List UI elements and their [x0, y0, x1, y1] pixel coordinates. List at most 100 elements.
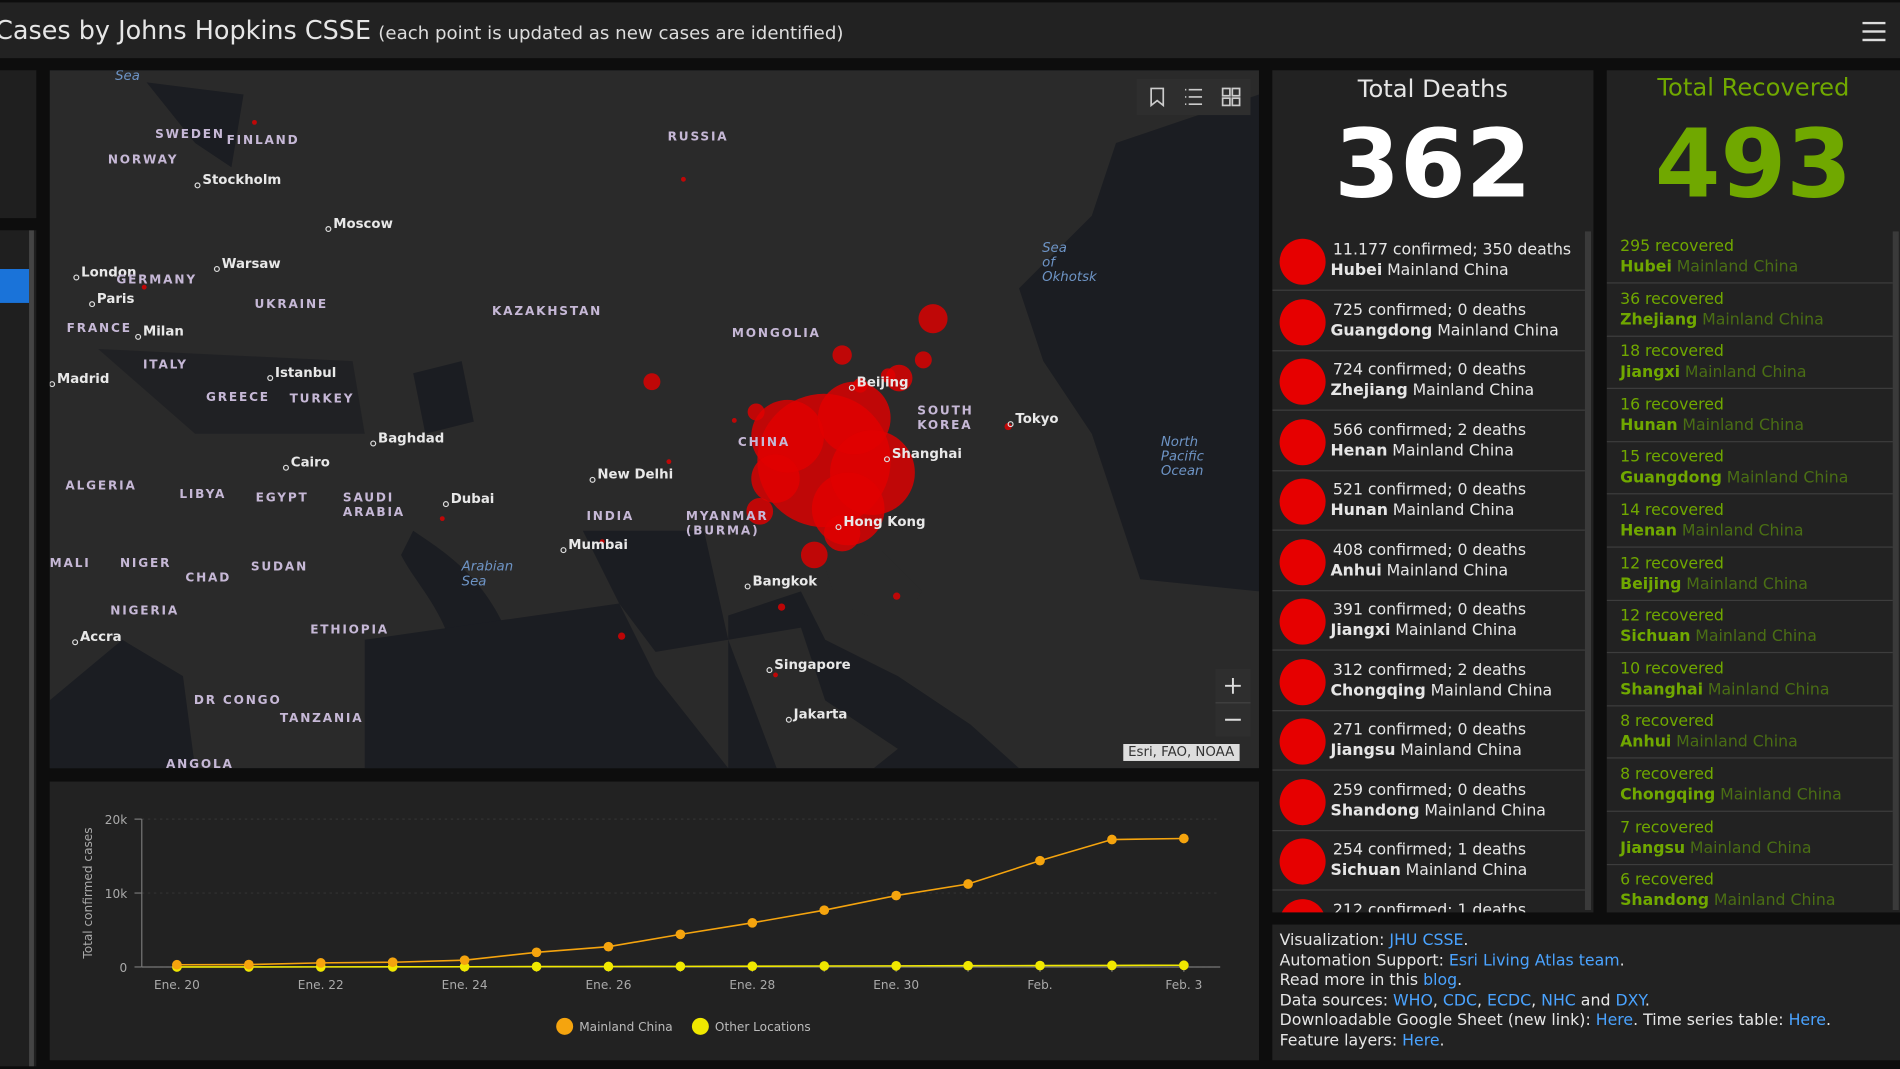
death-count: 350: [1482, 241, 1512, 259]
location: ShanghaiMainland China: [1620, 681, 1829, 699]
region: Mainland China: [1727, 469, 1849, 487]
death-item: 521confirmed;0deathsHunanMainland China: [1272, 471, 1585, 530]
death-item: 212confirmed;1deaths: [1272, 891, 1585, 912]
data-point: [532, 962, 542, 972]
death-counts: 254confirmed;1deaths: [1333, 841, 1526, 859]
map-label: Tokyo: [1015, 412, 1058, 427]
province: Guangdong: [1620, 469, 1722, 487]
region: Mainland China: [1677, 258, 1799, 276]
info-line: Visualization: JHU CSSE.: [1280, 932, 1886, 952]
death-counts: 312confirmed;2deaths: [1333, 661, 1526, 679]
map-label: NIGERIA: [110, 603, 179, 617]
data-point: [747, 961, 757, 971]
confirmed-word: confirmed;: [1368, 721, 1453, 739]
data-point: [963, 879, 973, 889]
zoom-controls[interactable]: [1215, 669, 1250, 737]
scrollbar: [29, 230, 34, 1066]
deaths-word: deaths: [1472, 541, 1526, 559]
info-line: Data sources: WHO, CDC, ECDC, NHC and DX…: [1280, 992, 1886, 1012]
location: HubeiMainland China: [1620, 258, 1798, 276]
recovered-count: 15: [1620, 449, 1640, 467]
data-point: [316, 958, 326, 968]
deaths-panel: Total Deaths 362 11.177confirmed;350deat…: [1272, 70, 1593, 912]
death-counts: 566confirmed;2deaths: [1333, 421, 1526, 439]
link[interactable]: JHU CSSE: [1389, 932, 1463, 950]
recovered-count-row: 12recovered: [1620, 607, 1724, 625]
case-marker: [732, 418, 737, 423]
map-label: SeaofOkhotsk: [1042, 241, 1098, 285]
map-label: Baghdad: [378, 431, 444, 446]
map-label: Accra: [80, 630, 122, 645]
confirmed-word: confirmed;: [1368, 601, 1453, 619]
menu-icon[interactable]: [1862, 22, 1886, 44]
map-label: New Delhi: [597, 468, 673, 483]
map-label: ETHIOPIA: [310, 623, 389, 637]
map-label: Sea: [115, 70, 140, 84]
toolbar-icons[interactable]: [1137, 79, 1251, 115]
death-count: 2: [1457, 421, 1467, 439]
link[interactable]: NHC: [1541, 992, 1576, 1010]
recovered-item: 36recoveredZhejiangMainland China: [1607, 284, 1893, 336]
link[interactable]: ECDC: [1487, 992, 1531, 1010]
province: Shanghai: [1620, 681, 1703, 699]
map[interactable]: SeaSWEDENFINLANDNORWAYStockholmRUSSIAMos…: [50, 70, 1259, 768]
location: HenanMainland China: [1620, 522, 1803, 540]
link[interactable]: DXY: [1615, 992, 1644, 1010]
case-marker: [751, 454, 799, 502]
location: GuangdongMainland China: [1330, 322, 1558, 340]
province: Henan: [1330, 442, 1387, 460]
deaths-word: deaths: [1472, 421, 1526, 439]
link[interactable]: Here: [1596, 1012, 1633, 1030]
province: Jiangsu: [1620, 839, 1685, 857]
link[interactable]: Here: [1789, 1012, 1826, 1030]
deaths-word: deaths: [1472, 901, 1526, 913]
region: Mainland China: [1676, 734, 1798, 752]
recovered-count-row: 6recovered: [1620, 871, 1714, 889]
case-marker: [801, 542, 828, 569]
province: Zhejiang: [1620, 311, 1697, 329]
info-text: .: [1463, 932, 1468, 950]
case-marker: [778, 603, 785, 610]
header-title-row: Cases by Johns Hopkins CSSE(each point i…: [0, 16, 843, 45]
info-text: Visualization: JHU CSSE.Automation Suppo…: [1280, 932, 1886, 1052]
location: JiangsuMainland China: [1330, 742, 1521, 760]
data-point: [1179, 960, 1189, 970]
confirmed-count: 271: [1333, 721, 1363, 739]
region: Mainland China: [1437, 322, 1559, 340]
y-tick-label: 10k: [105, 887, 127, 901]
map-label: Hong Kong: [843, 515, 925, 530]
recovered-count-row: 12recovered: [1620, 554, 1724, 572]
x-tick-label: Ene. 28: [729, 978, 775, 992]
link[interactable]: Here: [1402, 1032, 1439, 1050]
death-item: 312confirmed;2deathsChongqingMainland Ch…: [1272, 651, 1585, 710]
info-text: .: [1620, 952, 1625, 970]
recovered-count-row: 8recovered: [1620, 766, 1714, 784]
recovered-count: 10: [1620, 660, 1640, 678]
map-label: Paris: [97, 292, 135, 307]
link[interactable]: WHO: [1393, 992, 1433, 1010]
data-point: [1179, 834, 1189, 844]
link[interactable]: Esri Living Atlas team: [1449, 952, 1620, 970]
info-text: ,: [1531, 992, 1541, 1010]
info-line: Automation Support: Esri Living Atlas te…: [1280, 952, 1886, 972]
info-text: ,: [1477, 992, 1487, 1010]
province: Hunan: [1330, 502, 1387, 520]
location: ChongqingMainland China: [1620, 786, 1842, 804]
map-label: Shanghai: [892, 447, 962, 462]
province: Zhejiang: [1330, 382, 1407, 400]
data-point: [891, 891, 901, 901]
recovered-item: 16recoveredHunanMainland China: [1607, 390, 1893, 442]
case-marker: [918, 304, 947, 333]
confirmed-count: 212: [1333, 901, 1363, 913]
info-text: Data sources:: [1280, 992, 1393, 1010]
x-tick-label: Feb. 3: [1165, 978, 1202, 992]
recovered-count: 12: [1620, 554, 1640, 572]
confirmed-word: confirmed;: [1368, 301, 1453, 319]
location: JiangxiMainland China: [1620, 364, 1806, 382]
map-label: MALI: [50, 556, 91, 570]
link[interactable]: blog: [1423, 972, 1457, 990]
link[interactable]: CDC: [1443, 992, 1477, 1010]
location: AnhuiMainland China: [1620, 734, 1798, 752]
map-canvas: SeaSWEDENFINLANDNORWAYStockholmRUSSIAMos…: [50, 70, 1259, 768]
confirmed-word: confirmed;: [1368, 541, 1453, 559]
